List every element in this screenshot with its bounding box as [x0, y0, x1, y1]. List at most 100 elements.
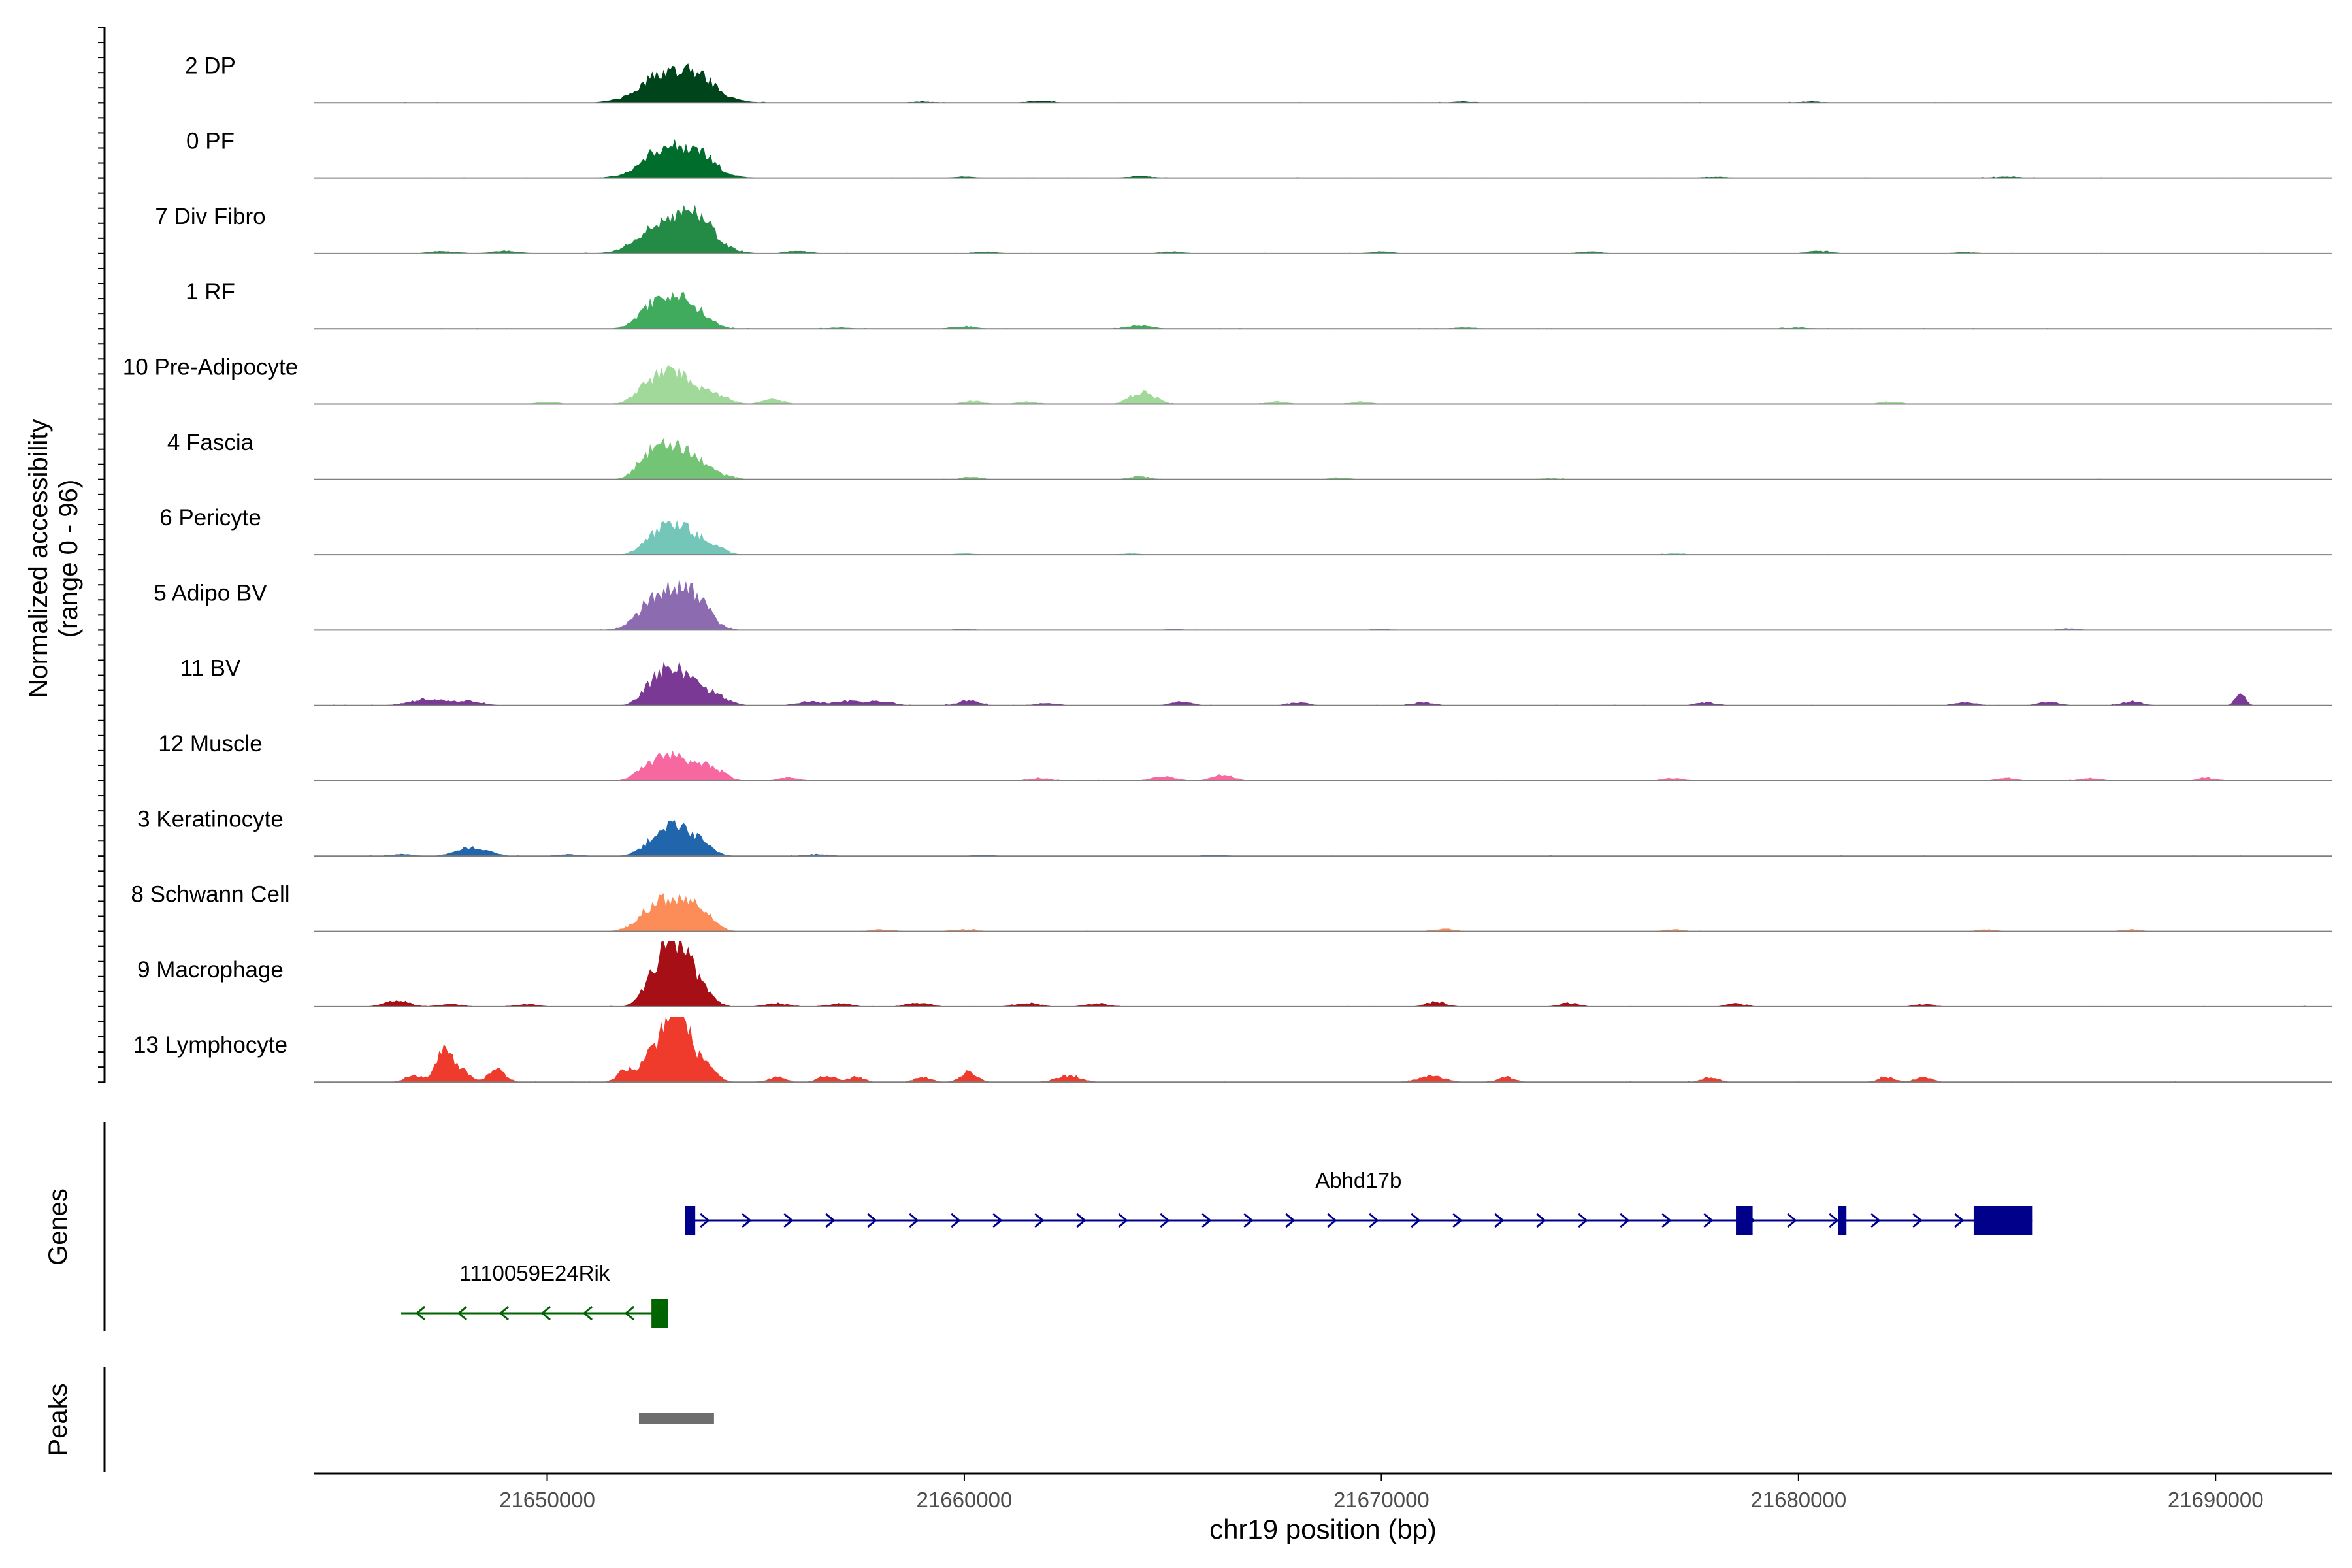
track-label: 11 BV [180, 656, 241, 681]
strand-arrow [1243, 1213, 1254, 1228]
track-7 [314, 578, 2332, 631]
track-5 [314, 438, 2332, 480]
strand-arrow [825, 1213, 836, 1228]
coverage-area [314, 63, 2332, 103]
strand-arrow [1661, 1213, 1672, 1228]
gene-1110059E24Rik: 1110059E24Rik [401, 1261, 668, 1328]
track-11 [314, 893, 2332, 932]
exon [1973, 1206, 2033, 1235]
strand-arrow [1620, 1213, 1630, 1228]
track-label: 7 Div Fibro [155, 204, 265, 229]
strand-arrow [992, 1213, 1003, 1228]
strand-arrow [1411, 1213, 1421, 1228]
track-8 [314, 661, 2332, 706]
track-3 [314, 291, 2332, 330]
peak-bars [638, 1413, 714, 1424]
track-label: 2 DP [185, 53, 236, 78]
x-tick-label: 21690000 [2168, 1488, 2264, 1512]
x-tick-label: 21680000 [1750, 1488, 1846, 1512]
strand-arrow [1369, 1213, 1379, 1228]
strand-arrow [909, 1213, 919, 1228]
track-label: 3 Keratinocyte [137, 806, 284, 832]
coverage-area [314, 204, 2332, 253]
track-label: 12 Muscle [158, 731, 263, 757]
strand-arrow [783, 1213, 794, 1228]
strand-arrow [1870, 1213, 1881, 1228]
coverage-area [314, 893, 2332, 932]
strand-arrow [1494, 1213, 1505, 1228]
y-axis-label-range: (range 0 - 96) [54, 480, 83, 638]
coverage-tracks [314, 63, 2332, 1083]
strand-arrow [1285, 1213, 1296, 1228]
strand-arrow [700, 1213, 710, 1228]
strand-arrow [1201, 1213, 1212, 1228]
strand-arrow [1578, 1213, 1588, 1228]
strand-arrow [1829, 1213, 1839, 1228]
exon [685, 1206, 696, 1235]
strand-arrow [1452, 1213, 1463, 1228]
strand-arrow [742, 1213, 752, 1228]
strand-arrow [1703, 1213, 1714, 1228]
track-label: 8 Schwann Cell [131, 882, 289, 907]
track-1 [314, 139, 2332, 179]
strand-arrow [1034, 1213, 1045, 1228]
track-12 [314, 941, 2332, 1007]
track-label: 10 Pre-Adipocyte [123, 355, 298, 380]
track-0 [314, 63, 2332, 104]
y-axis: Normalized accessibility (range 0 - 96) [24, 27, 106, 1083]
strand-arrow [1954, 1213, 1965, 1228]
strand-arrow [1160, 1213, 1170, 1228]
track-13 [314, 1017, 2332, 1083]
x-axis-label: chr19 position (bp) [1209, 1514, 1437, 1544]
strand-arrow [1787, 1213, 1797, 1228]
strand-arrow [1327, 1213, 1337, 1228]
track-label: 9 Macrophage [137, 957, 284, 983]
strand-arrow [624, 1305, 635, 1321]
track-label: 1 RF [186, 279, 235, 304]
strand-arrow [498, 1305, 510, 1321]
x-tick-label: 21650000 [499, 1488, 595, 1512]
coverage-area [314, 438, 2332, 480]
strand-arrow [867, 1213, 877, 1228]
peaks-panel: Peaks [44, 1367, 714, 1472]
coverage-area [314, 750, 2332, 781]
track-label: 6 Pericyte [159, 505, 261, 531]
coverage-area [314, 520, 2332, 555]
x-tick-label: 21660000 [917, 1488, 1013, 1512]
exon [1736, 1206, 1753, 1235]
gene-name: Abhd17b [1315, 1168, 1401, 1192]
track-2 [314, 204, 2332, 254]
strand-arrow [951, 1213, 961, 1228]
track-10 [314, 820, 2332, 857]
track-6 [314, 520, 2332, 556]
coverage-area [314, 820, 2332, 857]
track-labels: 2 DP 0 PF 7 Div Fibro 1 RF 10 Pre-Adipocyte 4… [123, 53, 298, 1058]
strand-arrow [457, 1305, 468, 1321]
y-axis-ticks [98, 27, 105, 1083]
exon [651, 1299, 668, 1328]
track-9 [314, 750, 2332, 781]
x-axis-ticks: 21650000 21660000 21670000 21680000 21690000 [499, 1473, 2264, 1512]
strand-arrow [1076, 1213, 1086, 1228]
peaks-panel-label: Peaks [44, 1383, 73, 1456]
coverage-area [314, 578, 2332, 630]
genes-panel: Genes Abhd17b 1110059E24Rik [44, 1122, 2033, 1331]
x-axis: 21650000 21660000 21670000 21680000 21690000… [314, 1472, 2332, 1544]
strand-arrow [1912, 1213, 1923, 1228]
coverage-area [314, 365, 2332, 404]
coverage-area [314, 139, 2332, 178]
coverage-area [314, 941, 2332, 1007]
strand-arrow [582, 1305, 593, 1321]
strand-arrow [1118, 1213, 1128, 1228]
strand-arrow [1536, 1213, 1546, 1228]
genes-panel-label: Genes [44, 1188, 73, 1266]
peak-bar [638, 1413, 714, 1424]
track-label: 4 Fascia [167, 430, 254, 455]
coverage-area [314, 291, 2332, 329]
y-axis-label: Normalized accessibility [24, 419, 53, 698]
coverage-area [314, 661, 2332, 706]
gene-models: Abhd17b 1110059E24Rik [401, 1168, 2033, 1328]
track-label: 13 Lymphocyte [133, 1032, 287, 1058]
x-tick-label: 21670000 [1333, 1488, 1429, 1512]
